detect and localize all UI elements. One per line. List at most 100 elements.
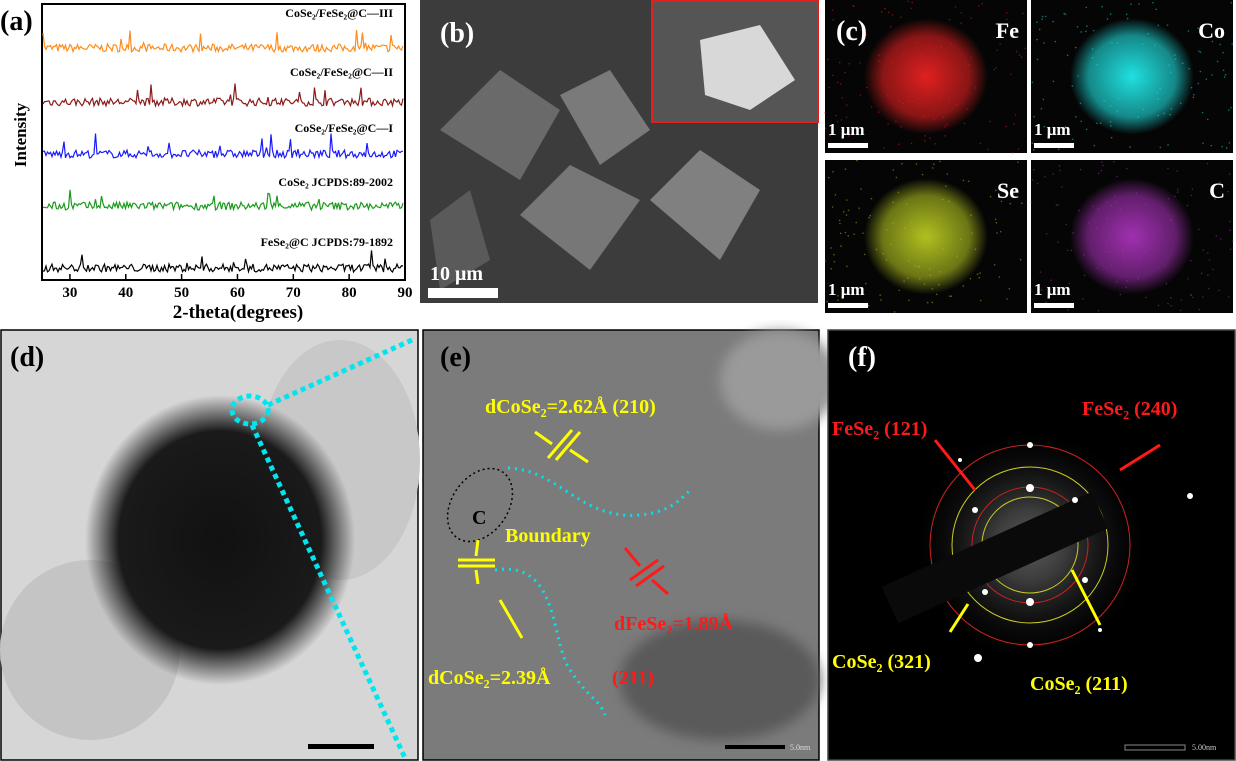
- x-tick-label: 30: [62, 285, 77, 301]
- noise-dot: [1041, 15, 1044, 18]
- noise-dot: [826, 300, 828, 303]
- noise-dot: [1167, 167, 1169, 170]
- noise-dot: [860, 29, 862, 31]
- noise-dot: [915, 163, 918, 165]
- noise-dot: [1166, 24, 1169, 26]
- noise-dot: [839, 222, 841, 225]
- noise-dot: [1093, 144, 1096, 147]
- noise-dot: [870, 197, 873, 200]
- noise-dot: [1019, 258, 1022, 261]
- noise-dot: [1170, 218, 1173, 221]
- noise-dot: [1095, 227, 1098, 230]
- noise-dot: [900, 125, 902, 128]
- noise-dot: [1137, 116, 1139, 118]
- noise-dot: [960, 22, 963, 25]
- annotation: dFeSe₂=1.89Å: [614, 612, 734, 635]
- noise-dot: [1109, 120, 1112, 123]
- noise-dot: [1127, 244, 1129, 246]
- scale-bar: [828, 143, 868, 148]
- noise-dot: [827, 176, 830, 179]
- noise-dot: [1212, 268, 1214, 271]
- noise-dot: [929, 75, 931, 78]
- noise-dot: [1092, 205, 1094, 208]
- noise-dot: [832, 19, 835, 21]
- crystal: [430, 190, 490, 290]
- boundary-line: [494, 567, 607, 716]
- noise-dot: [929, 274, 932, 277]
- noise-dot: [1138, 3, 1140, 5]
- noise-dot: [830, 267, 833, 270]
- x-tick-label: 40: [118, 285, 133, 301]
- noise-dot: [1117, 97, 1119, 100]
- noise-dot: [1145, 203, 1147, 206]
- noise-dot: [1152, 1, 1154, 4]
- noise-dot: [1154, 44, 1156, 46]
- zoom-circle: [229, 393, 271, 427]
- noise-dot: [1187, 30, 1190, 32]
- noise-dot: [1172, 215, 1175, 217]
- noise-dot: [1043, 125, 1046, 128]
- noise-dot: [1188, 67, 1190, 70]
- noise-dot: [859, 62, 861, 64]
- noise-dot: [1222, 51, 1224, 54]
- light-region: [720, 330, 840, 430]
- ring: [951, 466, 1109, 624]
- y-axis-label: Intensity: [11, 102, 30, 167]
- noise-dot: [1227, 190, 1229, 193]
- noise-dot: [1080, 31, 1083, 33]
- noise-dot: [996, 49, 999, 51]
- noise-dot: [960, 12, 963, 14]
- noise-dot: [1078, 209, 1080, 212]
- noise-dot: [913, 51, 916, 53]
- noise-dot: [834, 194, 837, 196]
- noise-dot: [1219, 43, 1221, 46]
- noise-dot: [865, 33, 867, 36]
- noise-dot: [1207, 252, 1209, 254]
- tem-panel: (d): [0, 329, 420, 761]
- noise-dot: [831, 74, 834, 77]
- noise-dot: [955, 103, 958, 106]
- noise-dot: [944, 135, 946, 137]
- noise-dot: [884, 7, 886, 10]
- noise-dot: [847, 135, 850, 137]
- noise-dot: [1129, 146, 1131, 148]
- noise-dot: [1082, 298, 1084, 300]
- noise-dot: [931, 301, 934, 304]
- arrow: [933, 439, 1161, 491]
- noise-dot: [833, 253, 835, 256]
- noise-dot: [970, 214, 972, 217]
- crystal: [650, 150, 760, 260]
- noise-dot: [1036, 182, 1039, 185]
- noise-dot: [924, 135, 926, 137]
- element-map: [1070, 18, 1194, 135]
- noise-dot: [1121, 251, 1124, 254]
- noise-dot: [1177, 188, 1179, 191]
- noise-dot: [1113, 160, 1115, 163]
- noise-dot: [885, 228, 888, 231]
- noise-dot: [936, 234, 939, 237]
- annotation: FeSe₂ (121): [832, 418, 927, 440]
- noise-dot: [1126, 17, 1129, 20]
- noise-dot: [1192, 296, 1194, 299]
- noise-dot: [907, 0, 910, 3]
- noise-dot: [929, 137, 931, 139]
- noise-dot: [1230, 106, 1232, 109]
- noise-dot: [824, 259, 826, 262]
- noise-dot: [887, 86, 889, 89]
- noise-dot: [1085, 30, 1087, 33]
- scale-bar: [828, 303, 868, 308]
- noise-dot: [989, 120, 991, 123]
- noise-dot: [868, 216, 870, 219]
- noise-dot: [900, 16, 902, 18]
- noise-dot: [948, 96, 951, 99]
- noise-dot: [1032, 149, 1035, 151]
- element-map: [1070, 178, 1194, 295]
- noise-dot: [937, 217, 940, 220]
- noise-dot: [898, 289, 901, 292]
- noise-dot: [862, 232, 864, 234]
- noise-dot: [969, 277, 972, 280]
- carbon-ellipse: [446, 467, 514, 543]
- noise-dot: [901, 162, 903, 165]
- noise-dot: [1099, 122, 1102, 124]
- scale-text: 1 μm: [1034, 120, 1071, 139]
